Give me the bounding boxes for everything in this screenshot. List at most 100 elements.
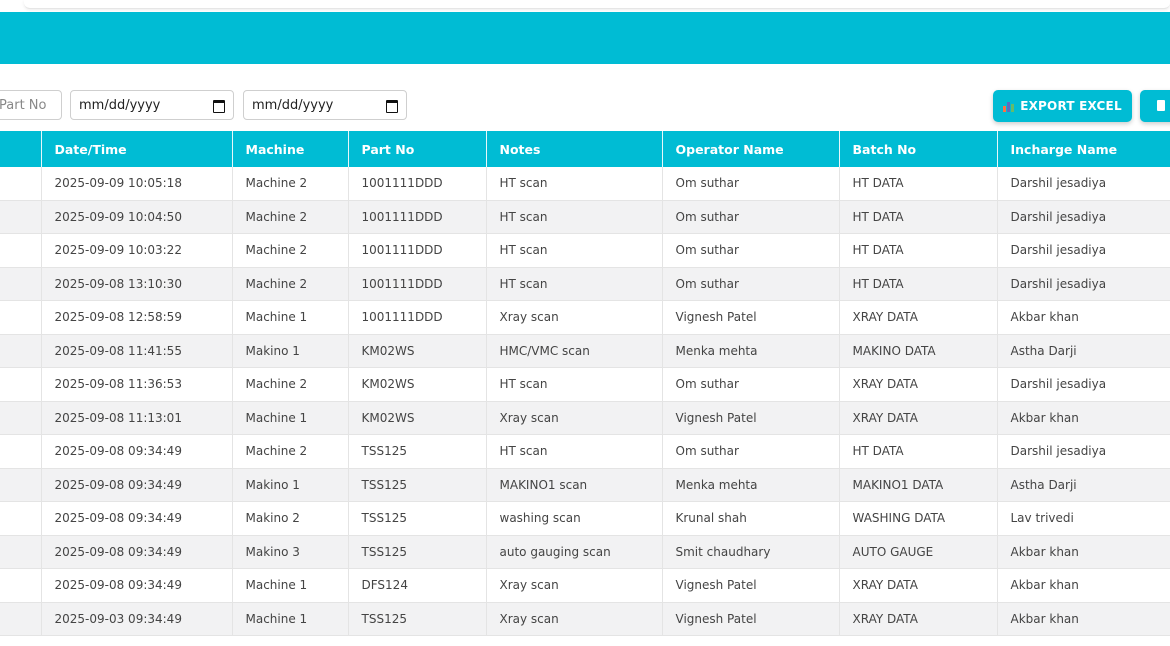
cell-incharge: Akbar khan (997, 300, 1170, 335)
cell-notes: Xray scan (486, 602, 663, 636)
part-no-input[interactable]: Part No (0, 90, 62, 120)
table-row[interactable]: 2025-09-08 11:36:53 Machine 2 KM02WS HT sca… (0, 367, 1170, 402)
row-lead-cell (0, 602, 42, 636)
row-lead-cell (0, 334, 42, 368)
cell-operator: Vignesh Patel (662, 568, 840, 603)
column-header-notes[interactable]: Notes (486, 131, 663, 167)
cell-notes: auto gauging scan (486, 535, 663, 569)
cell-batch-no: MAKINO DATA (839, 334, 998, 368)
cell-part-no: TSS125 (348, 434, 487, 469)
table-row[interactable]: 2025-09-08 13:10:30 Machine 2 1001111DDD HT… (0, 267, 1170, 301)
cell-incharge: Darshil jesadiya (997, 233, 1170, 268)
cell-operator: Om suthar (662, 434, 840, 469)
cell-part-no: DFS124 (348, 568, 487, 603)
cell-incharge: Darshil jesadiya (997, 267, 1170, 301)
cell-datetime: 2025-09-09 10:05:18 (41, 167, 233, 201)
row-lead-cell (0, 167, 42, 201)
cell-operator: Om suthar (662, 233, 840, 268)
cell-datetime: 2025-09-08 09:34:49 (41, 568, 233, 603)
row-lead-cell (0, 233, 42, 268)
cell-batch-no: HT DATA (839, 167, 998, 201)
table-row[interactable]: 2025-09-09 10:04:50 Machine 2 1001111DDD HT… (0, 200, 1170, 234)
cell-machine: Machine 1 (232, 401, 349, 435)
cell-notes: HMC/VMC scan (486, 334, 663, 368)
cell-part-no: TSS125 (348, 468, 487, 502)
cell-incharge: Darshil jesadiya (997, 434, 1170, 469)
cell-machine: Machine 2 (232, 233, 349, 268)
cell-operator: Om suthar (662, 200, 840, 234)
cell-operator: Menka mehta (662, 468, 840, 502)
cell-machine: Makino 2 (232, 501, 349, 536)
calendar-icon[interactable] (386, 99, 398, 113)
cell-machine: Machine 2 (232, 267, 349, 301)
cell-machine: Machine 2 (232, 434, 349, 469)
cell-part-no: TSS125 (348, 535, 487, 569)
cell-notes: Xray scan (486, 568, 663, 603)
table-row[interactable]: 2025-09-08 09:34:49 Makino 2 TSS125 washing… (0, 501, 1170, 536)
table-row[interactable]: 2025-09-08 09:34:49 Makino 3 TSS125 auto ga… (0, 535, 1170, 569)
column-header-machine[interactable]: Machine (232, 131, 349, 167)
cell-incharge: Lav trivedi (997, 501, 1170, 536)
document-button[interactable] (1140, 90, 1170, 122)
cell-operator: Om suthar (662, 367, 840, 402)
cell-part-no: 1001111DDD (348, 300, 487, 335)
table-row[interactable]: 2025-09-03 09:34:49 Machine 1 TSS125 Xray s… (0, 602, 1170, 636)
cell-machine: Makino 1 (232, 334, 349, 368)
cell-notes: washing scan (486, 501, 663, 536)
cell-datetime: 2025-09-08 09:34:49 (41, 468, 233, 502)
cell-part-no: KM02WS (348, 367, 487, 402)
cell-machine: Machine 1 (232, 602, 349, 636)
cell-batch-no: HT DATA (839, 200, 998, 234)
column-header-batch-no[interactable]: Batch No (839, 131, 998, 167)
cell-notes: Xray scan (486, 401, 663, 435)
cell-incharge: Akbar khan (997, 401, 1170, 435)
cell-batch-no: HT DATA (839, 267, 998, 301)
table-row[interactable]: 2025-09-08 12:58:59 Machine 1 1001111DDD Xr… (0, 300, 1170, 335)
cell-machine: Machine 2 (232, 200, 349, 234)
row-lead-cell (0, 401, 42, 435)
cell-batch-no: XRAY DATA (839, 300, 998, 335)
data-table: Date/Time Machine Part No Notes Operator… (0, 131, 1170, 636)
cell-part-no: 1001111DDD (348, 233, 487, 268)
date-to-input[interactable]: mm/dd/yyyy (243, 90, 407, 120)
table-row[interactable]: 2025-09-09 10:03:22 Machine 2 1001111DDD HT… (0, 233, 1170, 268)
cell-operator: Vignesh Patel (662, 300, 840, 335)
table-row[interactable]: 2025-09-08 09:34:49 Machine 2 TSS125 HT sca… (0, 434, 1170, 469)
row-lead-cell (0, 367, 42, 402)
cell-batch-no: MAKINO1 DATA (839, 468, 998, 502)
date-to-value: mm/dd/yyyy (252, 97, 334, 113)
cell-incharge: Darshil jesadiya (997, 367, 1170, 402)
row-lead-cell (0, 434, 42, 469)
table-row[interactable]: 2025-09-08 09:34:49 Makino 1 TSS125 MAKINO1… (0, 468, 1170, 502)
cell-operator: Smit chaudhary (662, 535, 840, 569)
table-row[interactable]: 2025-09-09 10:05:18 Machine 2 1001111DDD HT… (0, 167, 1170, 201)
column-header-datetime[interactable]: Date/Time (41, 131, 233, 167)
cell-operator: Vignesh Patel (662, 602, 840, 636)
cell-machine: Machine 1 (232, 300, 349, 335)
cell-notes: HT scan (486, 434, 663, 469)
table-row[interactable]: 2025-09-08 11:41:55 Makino 1 KM02WS HMC/VMC… (0, 334, 1170, 368)
cell-part-no: 1001111DDD (348, 167, 487, 201)
column-header-part-no[interactable]: Part No (348, 131, 487, 167)
cell-part-no: 1001111DDD (348, 200, 487, 234)
cell-incharge: Darshil jesadiya (997, 200, 1170, 234)
cell-machine: Machine 1 (232, 568, 349, 603)
cell-part-no: KM02WS (348, 401, 487, 435)
export-excel-button[interactable]: EXPORT EXCEL (993, 90, 1132, 122)
bar-chart-icon (1003, 101, 1015, 112)
top-bar-edge (24, 0, 1170, 9)
cell-datetime: 2025-09-08 11:41:55 (41, 334, 233, 368)
cell-batch-no: XRAY DATA (839, 602, 998, 636)
table-row[interactable]: 2025-09-08 09:34:49 Machine 1 DFS124 Xray s… (0, 568, 1170, 603)
column-header-operator[interactable]: Operator Name (662, 131, 840, 167)
row-lead-cell (0, 568, 42, 603)
table-row[interactable]: 2025-09-08 11:13:01 Machine 1 KM02WS Xray s… (0, 401, 1170, 435)
cell-machine: Makino 3 (232, 535, 349, 569)
calendar-icon[interactable] (213, 99, 225, 113)
row-lead-cell (0, 267, 42, 301)
cell-part-no: TSS125 (348, 602, 487, 636)
date-from-input[interactable]: mm/dd/yyyy (70, 90, 234, 120)
cell-datetime: 2025-09-09 10:04:50 (41, 200, 233, 234)
date-from-value: mm/dd/yyyy (79, 97, 161, 113)
column-header-incharge[interactable]: Incharge Name (997, 131, 1170, 167)
